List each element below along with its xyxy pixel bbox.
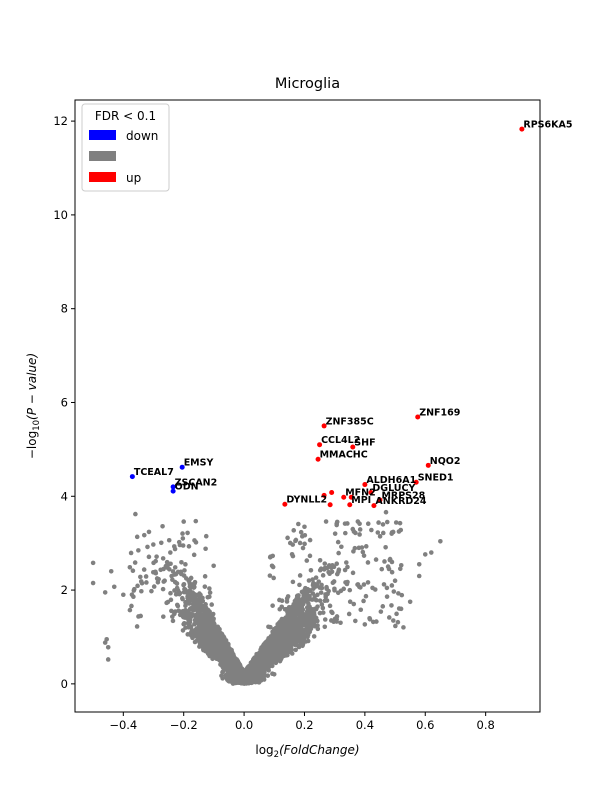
point-ns <box>187 601 192 606</box>
point-ns <box>299 615 304 620</box>
point-ns <box>316 579 321 584</box>
point-ns <box>313 594 318 599</box>
point-ns <box>179 560 184 565</box>
x-tick-label: 0.4 <box>356 718 374 732</box>
point-ns <box>307 588 312 593</box>
x-tick-label: 0.0 <box>235 718 253 732</box>
point-ns <box>161 587 166 592</box>
point-ns <box>314 575 319 580</box>
y-tick-label: 4 <box>61 489 68 503</box>
point-ns <box>312 634 317 639</box>
point-ns <box>328 604 333 609</box>
x-tick-label: −0.4 <box>109 718 137 732</box>
point-ns <box>182 587 187 592</box>
y-tick-label: 6 <box>61 395 68 409</box>
point-ns <box>322 561 327 566</box>
chart-title: Microglia <box>275 76 340 92</box>
point-ns <box>321 606 326 611</box>
point-ns <box>348 599 353 604</box>
point-ns <box>334 561 339 566</box>
point-ns <box>161 579 166 584</box>
point-ns <box>278 649 283 654</box>
point-ns <box>329 566 334 571</box>
point-ns <box>297 628 302 633</box>
x-tick-label: 0.2 <box>295 718 313 732</box>
y-tick-label: 2 <box>61 583 68 597</box>
point-ns <box>192 628 197 633</box>
point-ns <box>185 596 190 601</box>
point-ns <box>318 611 323 616</box>
point-ns <box>169 574 174 579</box>
point-ns <box>210 616 215 621</box>
x-tick-label: −0.2 <box>170 718 198 732</box>
point-ns <box>182 573 187 578</box>
point-ns <box>175 581 180 586</box>
point-ns <box>351 571 356 576</box>
x-tick-label: 0.8 <box>477 718 495 732</box>
point-ns <box>322 624 327 629</box>
x-tick-label: 0.6 <box>416 718 434 732</box>
point-ns <box>290 631 295 636</box>
y-tick-label: 12 <box>53 114 68 128</box>
point-ns <box>191 613 196 618</box>
point-ns <box>181 622 186 627</box>
point-ns <box>142 567 147 572</box>
y-tick-label: 0 <box>61 677 68 691</box>
point-ns <box>307 578 312 583</box>
point-ns <box>305 605 310 610</box>
point-ns <box>321 573 326 578</box>
point-ns <box>325 598 330 603</box>
y-tick-label: 10 <box>53 208 68 222</box>
point-ns <box>188 632 193 637</box>
point-ns <box>323 617 328 622</box>
point-ns <box>149 589 154 594</box>
y-tick-label: 8 <box>61 302 68 316</box>
point-ns <box>303 616 308 621</box>
point-ns <box>297 645 302 650</box>
point-ns <box>175 603 180 608</box>
point-ns <box>294 632 299 637</box>
point-ns <box>332 579 337 584</box>
